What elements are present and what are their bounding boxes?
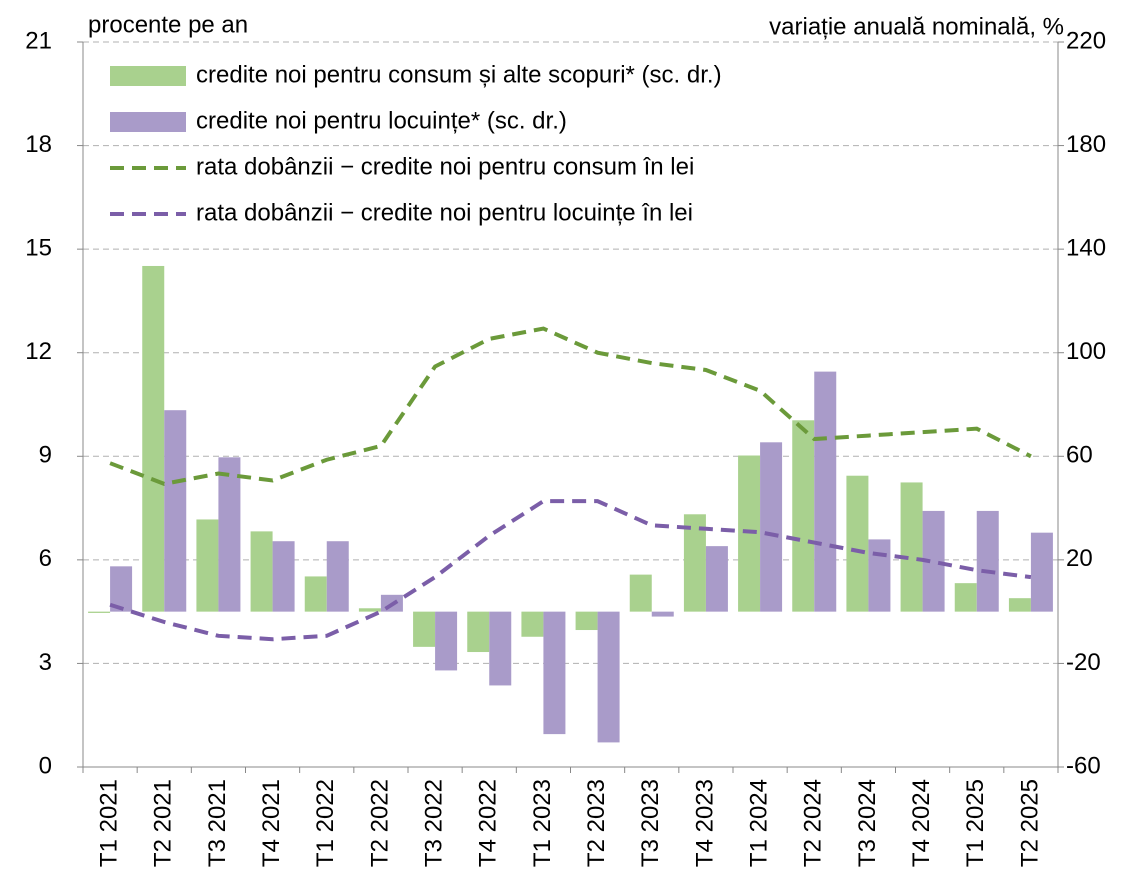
bar	[976, 510, 999, 612]
y-tick-label: 21	[25, 27, 52, 54]
legend-label: credite noi pentru consum și alte scopur…	[196, 61, 722, 88]
bar	[489, 611, 512, 686]
bar	[705, 546, 728, 612]
y2-tick-label: -20	[1066, 649, 1101, 676]
bar	[521, 611, 544, 637]
x-tick-label: T2 2022	[366, 779, 393, 867]
bar	[900, 482, 923, 612]
line	[109, 326, 1032, 486]
bar	[413, 611, 436, 647]
x-tick-label: T1 2022	[312, 779, 339, 867]
bar	[846, 475, 869, 612]
bar	[250, 531, 273, 612]
x-tick-label: T2 2025	[1016, 779, 1043, 867]
y-tick-label: 9	[39, 442, 52, 469]
y2-axis-label: variație anuală nominală, %	[769, 13, 1064, 40]
x-tick-label: T1 2023	[529, 779, 556, 867]
y-tick-label: 15	[25, 234, 52, 261]
bar	[142, 265, 165, 612]
bar	[760, 442, 783, 612]
y2-tick-label: 140	[1066, 234, 1106, 261]
y2-tick-label: 220	[1066, 27, 1106, 54]
bar	[651, 611, 674, 617]
x-tick-label: T2 2024	[800, 779, 827, 867]
bar	[326, 541, 349, 612]
y-tick-label: 0	[39, 752, 52, 779]
x-tick-label: T1 2024	[745, 779, 772, 867]
y-tick-label: 12	[25, 338, 52, 365]
bar	[954, 583, 977, 612]
y-tick-label: 6	[39, 545, 52, 572]
x-tick-label: T1 2025	[962, 779, 989, 867]
legend-label: rata dobânzii − credite noi pentru consu…	[196, 153, 694, 180]
bar	[738, 455, 761, 612]
x-tick-label: T4 2024	[908, 779, 935, 867]
bar	[629, 574, 652, 612]
x-tick-label: T2 2023	[583, 779, 610, 867]
bar	[543, 611, 566, 735]
y2-tick-label: 60	[1066, 442, 1093, 469]
x-tick-label: T4 2021	[258, 779, 285, 867]
x-tick-label: T2 2021	[150, 779, 177, 867]
x-tick-label: T1 2021	[95, 779, 122, 867]
bar	[1030, 532, 1053, 612]
bar	[868, 539, 891, 612]
y2-tick-label: -60	[1066, 752, 1101, 779]
y2-tick-label: 180	[1066, 131, 1106, 158]
bar	[164, 410, 187, 612]
bar	[814, 371, 837, 612]
bar	[272, 541, 295, 612]
x-tick-label: T3 2021	[204, 779, 231, 867]
y2-tick-label: 100	[1066, 338, 1106, 365]
legend-swatch	[110, 112, 186, 132]
y-tick-label: 18	[25, 131, 52, 158]
x-tick-label: T3 2022	[420, 779, 447, 867]
bar	[218, 457, 241, 612]
y-axis-label: procente pe an	[88, 11, 248, 38]
bar	[304, 576, 327, 612]
bar	[597, 611, 620, 743]
bar	[358, 608, 381, 612]
x-tick-label: T4 2022	[475, 779, 502, 867]
bar	[922, 510, 945, 612]
y2-tick-label: 20	[1066, 545, 1093, 572]
legend-label: rata dobânzii − credite noi pentru locui…	[196, 199, 693, 226]
bar	[575, 611, 598, 631]
bar	[88, 611, 111, 613]
bar	[792, 420, 815, 612]
x-tick-label: T3 2023	[637, 779, 664, 867]
legend-swatch	[110, 66, 186, 86]
line	[109, 499, 1032, 642]
y-tick-label: 3	[39, 649, 52, 676]
x-tick-label: T3 2024	[854, 779, 881, 867]
bar	[435, 611, 458, 671]
legend-label: credite noi pentru locuințe* (sc. dr.)	[196, 107, 567, 134]
x-tick-label: T4 2023	[691, 779, 718, 867]
bar	[196, 519, 219, 612]
bar	[467, 611, 490, 653]
bar	[683, 514, 706, 612]
bar	[110, 566, 133, 612]
bar	[1008, 598, 1031, 612]
